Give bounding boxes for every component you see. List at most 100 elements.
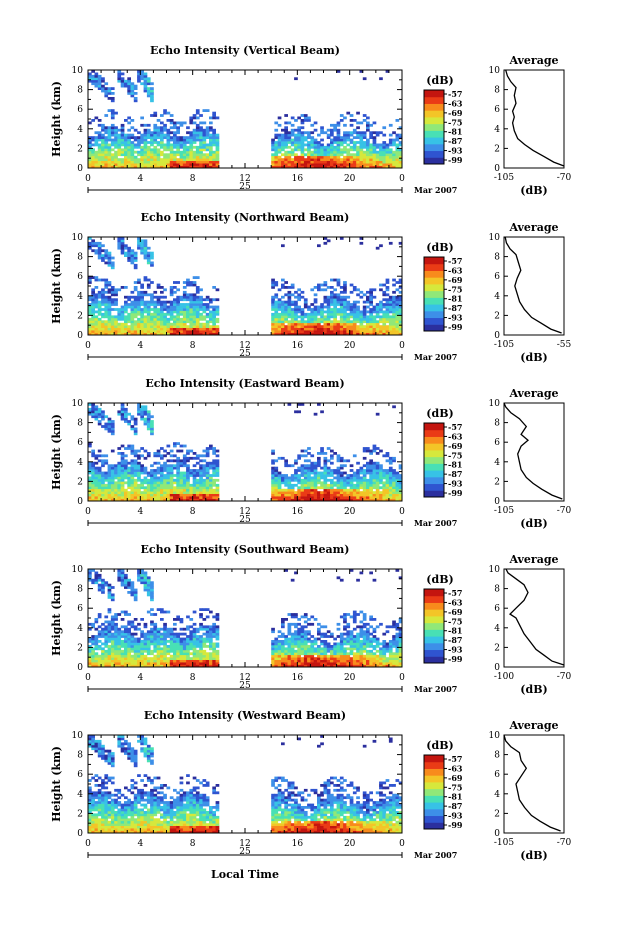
heatmap-cell bbox=[120, 305, 125, 309]
heatmap-cell bbox=[88, 322, 92, 326]
heatmap-cell bbox=[130, 295, 135, 299]
heatmap-cell bbox=[336, 123, 341, 127]
heatmap-cell bbox=[153, 469, 158, 472]
heatmap-cell bbox=[146, 158, 151, 161]
heatmap-cell bbox=[88, 148, 92, 152]
heatmap-cell bbox=[366, 486, 370, 490]
heatmap-cell bbox=[366, 160, 370, 164]
heatmap-cell bbox=[215, 145, 220, 149]
heatmap-cell bbox=[97, 410, 102, 414]
heatmap-cell bbox=[339, 153, 344, 157]
heatmap-cell bbox=[375, 330, 380, 333]
heatmap-cell bbox=[369, 295, 373, 299]
heatmap-cell bbox=[369, 325, 373, 328]
heatmap-cell bbox=[303, 466, 308, 470]
heatmap-cell bbox=[202, 305, 207, 309]
heatmap-cell bbox=[130, 163, 135, 166]
heatmap-cell bbox=[110, 427, 115, 431]
y-axis-label: Height (km) bbox=[50, 81, 63, 157]
heatmap-cell bbox=[150, 632, 154, 636]
heatmap-cell bbox=[346, 308, 351, 311]
heatmap-cell bbox=[88, 327, 92, 331]
heatmap-cell bbox=[284, 488, 288, 492]
heatmap-cell bbox=[104, 615, 109, 619]
heatmap-cell bbox=[120, 310, 125, 314]
heatmap-cell bbox=[303, 131, 308, 135]
heatmap-cell bbox=[346, 483, 351, 487]
heatmap-cell bbox=[212, 138, 216, 142]
heatmap-cell bbox=[117, 637, 122, 641]
heatmap-cell bbox=[356, 150, 360, 154]
heatmap-cell bbox=[369, 452, 373, 455]
heatmap-cell bbox=[91, 622, 95, 626]
heatmap-cell bbox=[163, 466, 167, 470]
heatmap-cell bbox=[307, 491, 311, 494]
heatmap-cell bbox=[91, 657, 95, 660]
heatmap-cell bbox=[392, 310, 396, 314]
heatmap-cell bbox=[277, 320, 282, 324]
heatmap-cell bbox=[307, 308, 311, 311]
heatmap-cell bbox=[300, 290, 305, 294]
heatmap-cell bbox=[173, 478, 177, 482]
heatmap-cell bbox=[202, 474, 207, 477]
heatmap-cell bbox=[176, 442, 180, 445]
heatmap-cell bbox=[97, 290, 102, 294]
heatmap-cell bbox=[101, 459, 105, 463]
heatmap-cell bbox=[346, 317, 351, 321]
heatmap-cell bbox=[101, 649, 105, 653]
heatmap-cell bbox=[124, 454, 128, 458]
heatmap-cell bbox=[271, 145, 275, 149]
heatmap-cell bbox=[143, 622, 148, 626]
heatmap-cell bbox=[284, 136, 288, 139]
heatmap-cell bbox=[385, 491, 390, 494]
heatmap-cell bbox=[382, 327, 387, 331]
heatmap-cell bbox=[143, 578, 148, 582]
heatmap-cell bbox=[146, 278, 151, 282]
heatmap-cell bbox=[362, 491, 367, 494]
heatmap-cell bbox=[182, 293, 187, 297]
heatmap-cell bbox=[339, 136, 344, 139]
profile-y-tick-label: 0 bbox=[494, 331, 500, 341]
heatmap-cell bbox=[290, 325, 295, 328]
heatmap-cell bbox=[104, 249, 109, 253]
heatmap-cell bbox=[104, 155, 109, 159]
heatmap-cell bbox=[336, 155, 341, 159]
heatmap-cell bbox=[336, 303, 341, 306]
heatmap-cell bbox=[153, 332, 158, 336]
month-label: Mar 2007 bbox=[414, 352, 457, 362]
heatmap-cell bbox=[182, 310, 187, 314]
heatmap-cell bbox=[88, 310, 92, 314]
colorbar-unit: (dB) bbox=[426, 74, 453, 87]
heatmap-cell bbox=[101, 84, 105, 88]
heatmap-cell bbox=[195, 491, 200, 494]
heatmap-cell bbox=[307, 483, 311, 487]
heatmap-cell bbox=[388, 456, 393, 460]
heatmap-cell bbox=[150, 657, 154, 660]
heatmap-cell bbox=[372, 332, 377, 336]
heatmap-cell bbox=[385, 160, 390, 164]
heatmap-cell bbox=[91, 119, 95, 122]
heatmap-cell bbox=[88, 246, 92, 250]
heatmap-cell bbox=[192, 315, 197, 319]
heatmap-cell bbox=[163, 493, 167, 497]
heatmap-cell bbox=[88, 244, 92, 248]
heatmap-cell bbox=[137, 642, 141, 646]
heatmap-cell bbox=[281, 244, 285, 248]
heatmap-cell bbox=[117, 77, 122, 81]
heatmap-cell bbox=[297, 148, 301, 152]
heatmap-cell bbox=[284, 153, 288, 157]
heatmap-cell bbox=[281, 320, 285, 324]
heatmap-cell bbox=[195, 498, 200, 502]
heatmap-cell bbox=[186, 278, 190, 282]
heatmap-cell bbox=[382, 133, 387, 137]
heatmap-cell bbox=[336, 496, 341, 499]
heatmap-cell bbox=[94, 627, 99, 631]
heatmap-cell bbox=[133, 432, 138, 436]
heatmap-cell bbox=[156, 119, 161, 122]
heatmap-cell bbox=[107, 481, 112, 485]
heatmap-cell bbox=[349, 320, 354, 324]
heatmap-cell bbox=[104, 583, 109, 587]
heatmap-cell bbox=[281, 160, 285, 164]
heatmap-cell bbox=[186, 141, 190, 144]
heatmap-cell bbox=[182, 295, 187, 299]
